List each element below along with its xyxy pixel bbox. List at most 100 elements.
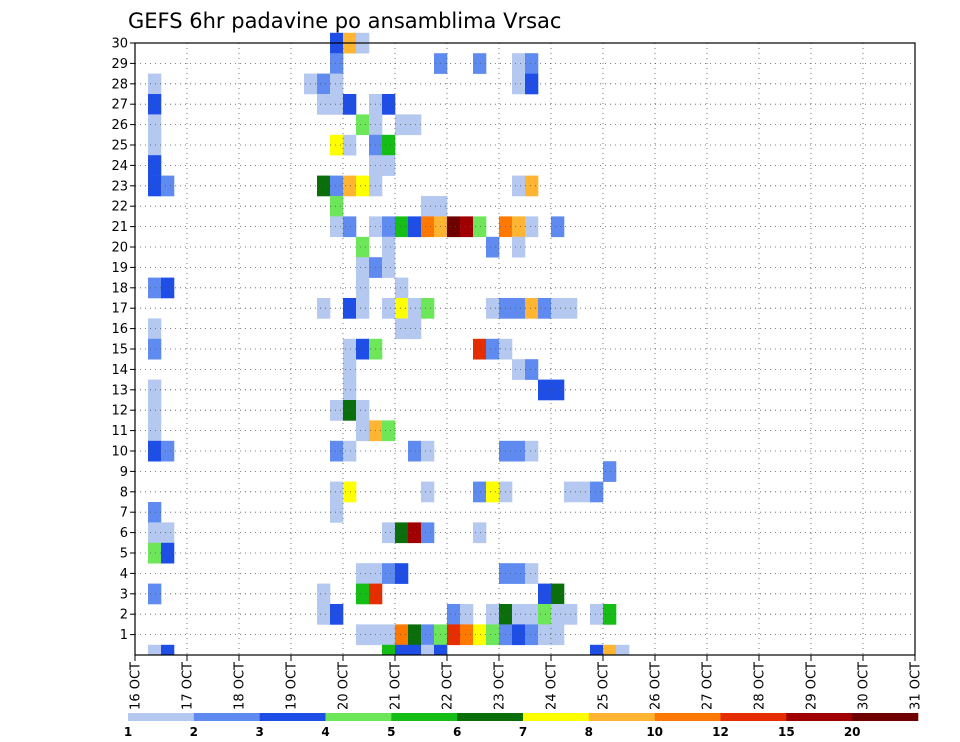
x-tick-label: 28 OCT: [753, 662, 768, 710]
heatmap-cell: [512, 236, 526, 258]
y-tick-label: 7: [120, 506, 128, 521]
colorbar-label: 8: [585, 725, 593, 739]
y-tick-label: 18: [111, 281, 128, 296]
colorbar-segment: [391, 713, 458, 721]
heatmap-cell: [538, 379, 552, 401]
heatmap-cell: [343, 400, 357, 421]
colorbar-label: 15: [778, 725, 795, 739]
heatmap-cell: [616, 644, 630, 656]
heatmap-cell: [317, 604, 331, 625]
heatmap-cell: [512, 73, 526, 95]
heatmap-cell: [395, 644, 409, 656]
heatmap-cell: [356, 175, 370, 197]
heatmap-cell: [473, 216, 487, 238]
colorbar-label: 4: [321, 725, 329, 739]
heatmap-cell: [460, 624, 474, 646]
heatmap-cell: [421, 644, 435, 656]
heatmap-cell: [356, 114, 370, 136]
heatmap-cell: [330, 53, 344, 74]
heatmap-cell: [395, 216, 409, 238]
heatmap-cell: [525, 624, 539, 646]
x-tick-label: 25 OCT: [597, 662, 612, 710]
y-tick-label: 1: [120, 628, 128, 643]
heatmap-cell: [421, 481, 435, 503]
heatmap-cell: [512, 624, 526, 646]
heatmap-cell: [395, 277, 409, 299]
heatmap-cell: [148, 134, 162, 156]
y-tick-label: 23: [111, 179, 128, 194]
grid-lines: [135, 42, 915, 655]
colorbar-segment: [325, 713, 392, 721]
heatmap-cell: [486, 624, 500, 646]
heatmap-cell: [421, 522, 435, 544]
heatmap-cell: [525, 563, 539, 584]
heatmap-cell: [382, 563, 396, 584]
colorbar-segment: [259, 713, 326, 721]
heatmap-cell: [356, 400, 370, 421]
heatmap-cell: [473, 481, 487, 503]
x-tick-label: 24 OCT: [545, 662, 560, 710]
x-tick-label: 31 OCT: [909, 662, 924, 710]
heatmap-cell: [408, 114, 422, 136]
y-tick-label: 29: [111, 57, 128, 72]
y-axis: 1234567891011121314151617181920212223242…: [111, 37, 135, 643]
heatmap-cell: [512, 298, 526, 319]
y-tick-label: 11: [111, 424, 128, 439]
x-tick-label: 26 OCT: [649, 662, 664, 710]
heatmap-cell: [395, 522, 409, 544]
y-tick-label: 26: [111, 118, 128, 133]
heatmap-cell: [408, 318, 422, 340]
heatmap-cell: [161, 277, 175, 299]
heatmap-cell: [460, 216, 474, 238]
heatmap-cell: [317, 583, 331, 605]
heatmap-cell: [447, 604, 461, 625]
heatmap-cell: [382, 644, 396, 656]
heatmap-cell: [486, 236, 500, 258]
heatmap-cell: [330, 502, 344, 523]
heatmap-cell: [551, 298, 565, 319]
heatmap-cell: [148, 583, 162, 605]
heatmap-cell: [538, 624, 552, 646]
heatmap-cell: [356, 298, 370, 319]
heatmap-cell: [421, 624, 435, 646]
colorbar-segment: [720, 713, 787, 721]
y-tick-label: 14: [111, 363, 128, 378]
y-tick-label: 16: [111, 322, 128, 337]
y-tick-label: 6: [120, 526, 128, 541]
heatmap-cell: [161, 522, 175, 544]
y-tick-label: 24: [111, 159, 128, 174]
heatmap-cell: [525, 604, 539, 625]
heatmap-cell: [395, 563, 409, 584]
heatmap-cell: [148, 338, 162, 360]
heatmap-cell: [421, 440, 435, 462]
colorbar-segment: [588, 713, 655, 721]
heatmap-cell: [421, 216, 435, 238]
heatmap-cell: [343, 175, 357, 197]
heatmap-cell: [356, 338, 370, 360]
heatmap-cell: [512, 175, 526, 197]
y-tick-label: 4: [120, 567, 128, 582]
heatmap-cell: [577, 481, 591, 503]
heatmap-cell: [317, 298, 331, 319]
heatmap-cell: [408, 440, 422, 462]
heatmap-cell: [473, 624, 487, 646]
heatmap-cell: [343, 481, 357, 503]
heatmap-cell: [551, 583, 565, 605]
y-tick-label: 2: [120, 608, 128, 623]
heatmap-cell: [486, 604, 500, 625]
heatmap-cell: [395, 624, 409, 646]
heatmap-cell: [148, 420, 162, 442]
colorbar-segment: [193, 713, 260, 721]
heatmap-cell: [538, 604, 552, 625]
x-axis: 16 OCT 17 OCT 18 OCT 19 OCT 20 OCT 21 OCT 22 O…: [129, 655, 924, 710]
heatmap-cell: [161, 440, 175, 462]
heatmap-cell: [148, 155, 162, 176]
colorbar-segment: [852, 713, 919, 721]
y-tick-label: 3: [120, 587, 128, 602]
heatmap-cell: [434, 644, 448, 656]
heatmap-cell: [330, 175, 344, 197]
heatmap-cell: [161, 542, 175, 564]
heatmap-cell: [512, 216, 526, 238]
heatmap-cell: [421, 196, 435, 217]
heatmap-cell: [538, 298, 552, 319]
